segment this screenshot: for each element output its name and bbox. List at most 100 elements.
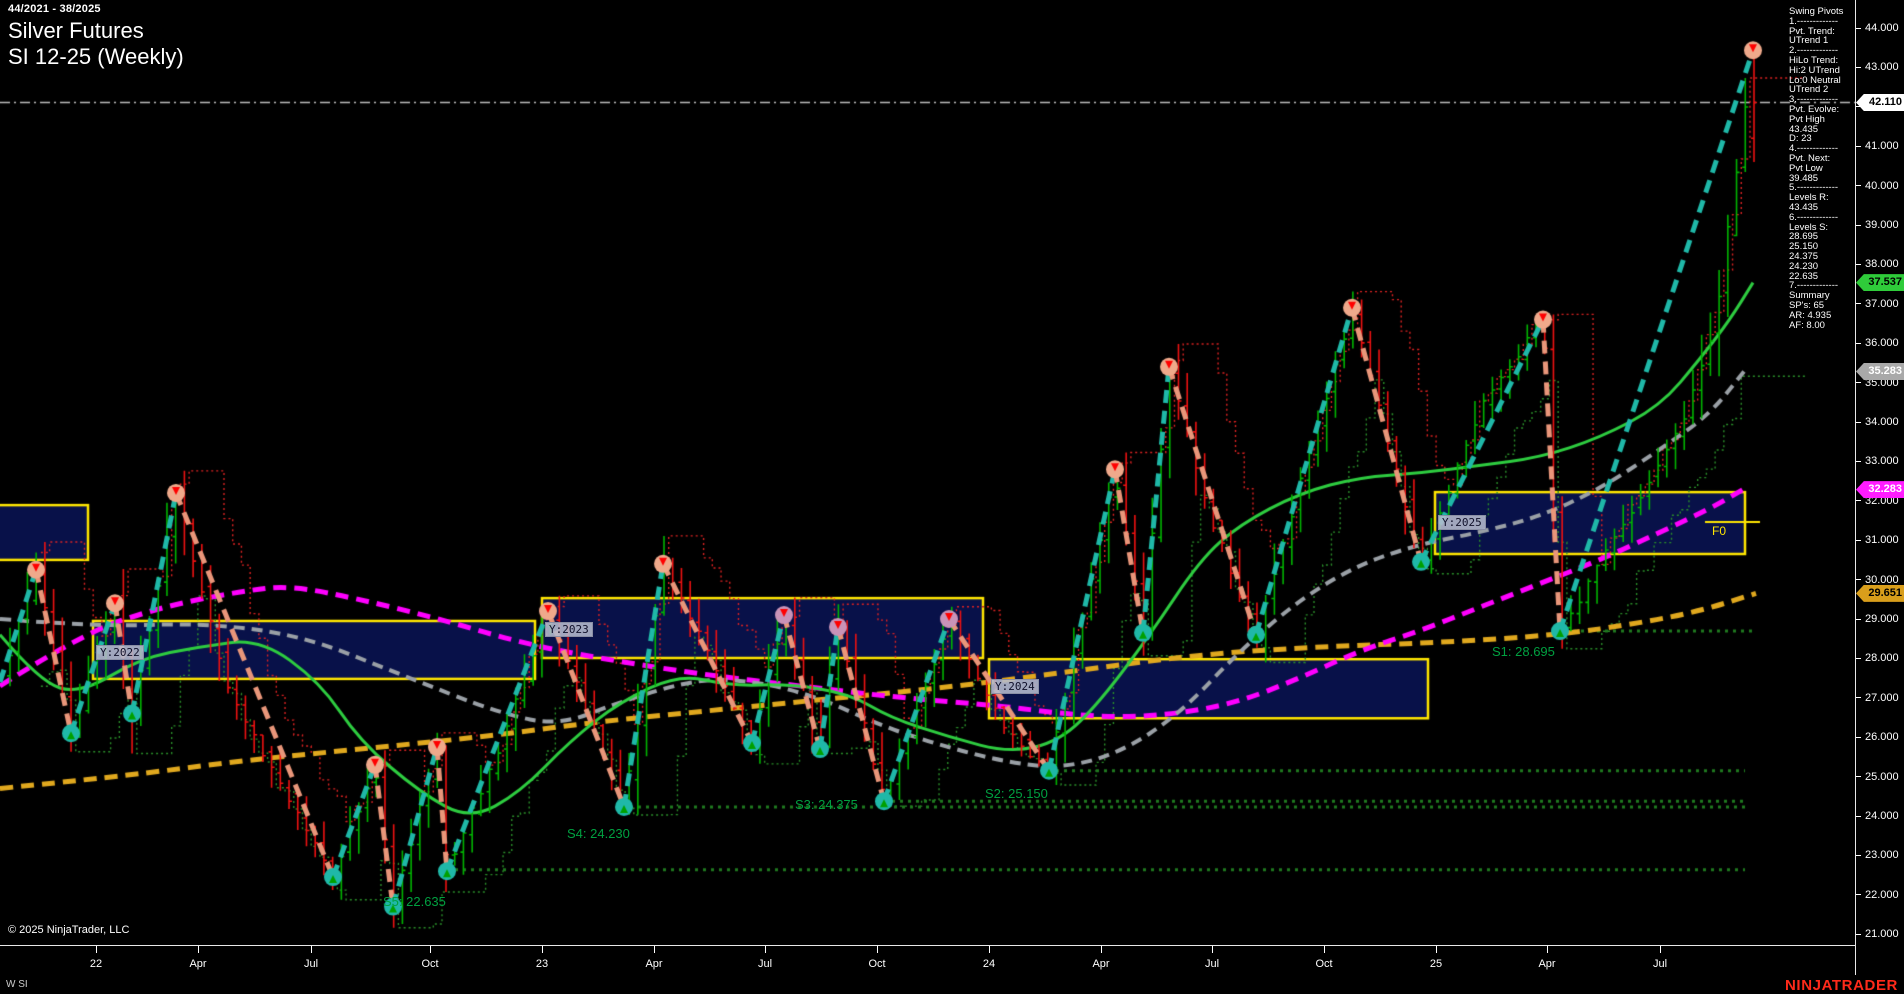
pivot-panel-line: 28.695 [1789, 231, 1819, 243]
ninjatrader-logo: NINJATRADER [1785, 977, 1898, 994]
price-axis-label: 24.000 [1865, 810, 1899, 822]
price-axis-tick [1856, 736, 1861, 738]
copyright-label: © 2025 NinjaTrader, LLC [8, 924, 130, 936]
price-axis-tick [1856, 933, 1861, 935]
price-axis-label: 23.000 [1865, 849, 1899, 862]
date-range-label: 44/2021 - 38/2025 [8, 3, 101, 15]
pivot-panel-line: Levels S: [1789, 221, 1829, 233]
price-marker-32-283: 32.283 [1856, 481, 1904, 499]
pivot-panel-line: Lo:0 Neutral [1789, 74, 1841, 86]
contract-subtitle: SI 12-25 (Weekly) [8, 44, 184, 69]
pivot-panel-line: Pvt Low [1789, 162, 1823, 174]
swing-pivots-panel: Swing Pivots 1.------------- Pvt. Trend: UT… [1789, 7, 1855, 330]
price-axis-tick [1856, 342, 1861, 344]
price-axis-tick [1856, 894, 1861, 896]
time-axis-tick [198, 946, 199, 953]
pivot-panel-line: 43.435 [1789, 123, 1819, 135]
price-axis-tick [1856, 579, 1861, 581]
price-axis-label: 34.000 [1865, 416, 1899, 428]
price-axis-tick [1856, 106, 1861, 108]
pivot-panel-line: UTrend 2 [1789, 84, 1829, 96]
pivot-panel-line: 6.------------- [1789, 211, 1839, 223]
price-axis-label: 25.000 [1865, 770, 1899, 783]
pivot-panel-line: Levels R: [1789, 192, 1829, 204]
price-axis-tick [1856, 27, 1861, 29]
pivot-panel-line: 39.485 [1789, 172, 1819, 184]
pivot-panel-line: 24.230 [1789, 260, 1819, 272]
time-axis-tick [1436, 946, 1437, 953]
instrument-title: Silver Futures [8, 18, 144, 43]
pivot-panel-line: Summary [1789, 290, 1830, 302]
price-axis-tick [1856, 66, 1861, 68]
time-axis-label: Oct [868, 958, 886, 970]
price-axis-label: 33.000 [1865, 455, 1899, 468]
pivot-panel-line: Pvt High [1789, 113, 1825, 125]
price-axis-tick [1856, 657, 1861, 659]
pivot-panel-line: HiLo Trend: [1789, 54, 1839, 66]
pivot-panel-line: Pvt. Trend: [1789, 25, 1835, 37]
time-axis-label: 23 [535, 958, 549, 970]
price-marker-29-651: 29.651 [1856, 584, 1904, 602]
time-axis-label: Apr [189, 958, 207, 970]
time-axis-label: Jul [1204, 958, 1220, 970]
time-axis-label: Apr [1538, 958, 1556, 970]
price-marker-37-537: 37.537 [1856, 274, 1904, 292]
price-axis-label: 29.000 [1865, 613, 1899, 625]
time-axis-tick [654, 946, 655, 953]
price-axis-label: 27.000 [1865, 691, 1899, 704]
chart-header: 44/2021 - 38/2025 Silver Futures SI 12-2… [8, 3, 184, 70]
pivot-panel-line: Pvt. Next: [1789, 152, 1831, 164]
pivot-panel-line: 25.150 [1789, 241, 1819, 253]
price-axis-label: 26.000 [1865, 731, 1899, 744]
price-axis-tick [1856, 185, 1861, 187]
time-axis-tick [1212, 946, 1213, 953]
price-axis-tick [1856, 776, 1861, 778]
price-axis-label: 40.000 [1865, 179, 1899, 192]
time-axis-tick [1660, 946, 1661, 953]
price-axis-label: 30.000 [1865, 573, 1899, 586]
price-axis-tick [1856, 382, 1861, 384]
price-axis-tick [1856, 500, 1861, 502]
price-axis-label: 39.000 [1865, 219, 1899, 231]
pivot-panel-line: 43.435 [1789, 201, 1819, 213]
pivot-panel-line: 22.635 [1789, 270, 1819, 282]
time-axis-tick [1547, 946, 1548, 953]
time-axis-label: Apr [645, 958, 663, 970]
pivot-panel-line: UTrend 1 [1789, 35, 1829, 47]
price-axis-tick [1856, 618, 1861, 620]
pivot-panel-line: AF: 8.00 [1789, 319, 1825, 331]
pivot-panel-line: Hi:2 UTrend [1789, 64, 1840, 76]
time-axis-tick [765, 946, 766, 953]
pivot-panel-line: AR: 4.935 [1789, 309, 1832, 321]
time-axis-tick [542, 946, 543, 953]
time-axis-tick [430, 946, 431, 953]
time-axis-tick [311, 946, 312, 953]
price-axis-label: 37.000 [1865, 297, 1899, 310]
price-axis-label: 21.000 [1865, 928, 1899, 941]
pivot-panel-line: SP's: 65 [1789, 299, 1825, 311]
price-axis-tick [1856, 263, 1861, 265]
time-axis-label: 22 [89, 958, 103, 970]
time-axis-label: Oct [421, 958, 439, 970]
pivot-panel-line: 3.------------- [1789, 94, 1839, 106]
time-axis[interactable]: 22 Apr Jul Oct 23 Apr Jul Oct 24 Apr Jul Oct 25 Apr Ju… [0, 945, 1855, 976]
time-axis-label: Oct [1315, 958, 1333, 970]
price-axis-label: 44.000 [1865, 22, 1899, 34]
price-axis-tick [1856, 460, 1861, 462]
pivot-panel-line: Pvt. Evolve: [1789, 103, 1840, 115]
price-marker-35-283: 35.283 [1856, 362, 1904, 380]
price-axis-tick [1856, 815, 1861, 817]
price-axis[interactable]: 44.00043.00042.00041.00040.00039.00038.0… [1855, 0, 1904, 975]
bottom-bar: W SI NINJATRADER [0, 975, 1904, 994]
price-axis-label: 22.000 [1865, 888, 1899, 901]
time-axis-label: Apr [1092, 958, 1110, 970]
time-axis-tick [1101, 946, 1102, 953]
chart-tab-label[interactable]: W SI [6, 979, 28, 990]
price-axis-label: 31.000 [1865, 534, 1899, 547]
time-axis-tick [1324, 946, 1325, 953]
price-axis-tick [1856, 145, 1861, 147]
price-axis-tick [1856, 854, 1861, 856]
price-axis-tick [1856, 224, 1861, 226]
price-chart-canvas[interactable] [0, 0, 1855, 945]
